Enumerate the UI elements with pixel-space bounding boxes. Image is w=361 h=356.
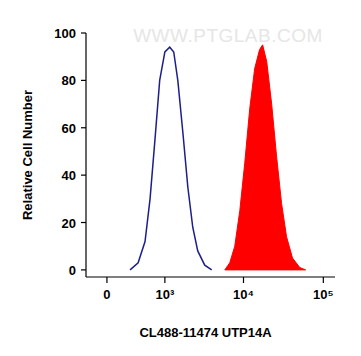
y-tick — [81, 80, 86, 81]
x-tick-label: 10⁴ — [233, 287, 254, 302]
watermark: WWW.PTGLAB.COM — [133, 25, 323, 46]
x-tick — [243, 277, 244, 283]
y-tick-label: 0 — [69, 263, 76, 278]
y-axis — [85, 33, 86, 277]
y-tick — [81, 222, 86, 223]
x-tick — [323, 277, 324, 283]
y-tick — [81, 175, 86, 176]
x-tick-label: 10⁵ — [313, 287, 334, 302]
y-tick — [81, 269, 86, 270]
y-tick-label: 60 — [62, 121, 76, 136]
y-tick — [81, 32, 86, 33]
y-tick — [81, 127, 86, 128]
y-tick-label: 100 — [54, 26, 76, 41]
histogram-area — [225, 45, 306, 270]
y-tick-label: 40 — [62, 168, 76, 183]
chart: WWW.PTGLAB.COM 0 20 40 60 80 100 0 10³ 10⁴ 10⁵ CL48… — [0, 0, 361, 356]
x-axis-label: CL488-11474 UTP14A — [139, 325, 272, 340]
x-tick-label: 0 — [103, 287, 110, 302]
y-tick-label: 80 — [62, 73, 76, 88]
plot-area — [130, 45, 306, 270]
x-tick — [164, 277, 165, 283]
histogram-line — [130, 47, 212, 270]
x-tick — [106, 277, 107, 283]
x-axis — [86, 276, 335, 277]
y-tick-label: 20 — [62, 216, 76, 231]
x-tick-label: 10³ — [155, 287, 174, 302]
y-axis-label: Relative Cell Number — [20, 90, 35, 220]
